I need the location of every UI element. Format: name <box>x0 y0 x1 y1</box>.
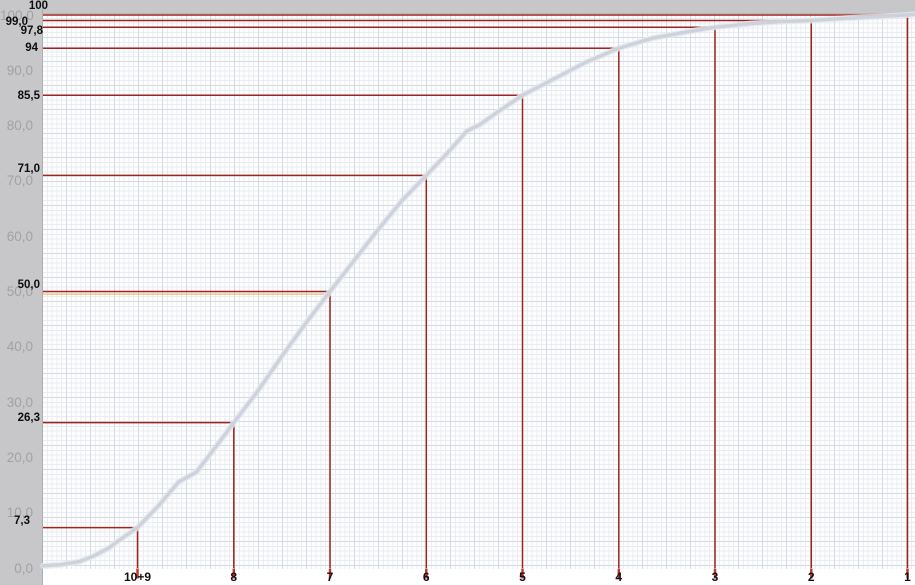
x-axis-band <box>43 569 915 585</box>
annotation-guide-line <box>43 26 716 568</box>
annotation-guide-line <box>43 94 524 568</box>
annotation-guide-line <box>43 421 235 568</box>
annotation-guide-line <box>43 290 331 568</box>
annotation-guide-line <box>43 47 620 568</box>
cumulative-curve-halo <box>40 11 915 569</box>
annotation-guide-line <box>43 174 428 568</box>
cumulative-curve <box>41 12 915 568</box>
y-axis-band <box>0 0 43 585</box>
top-margin-band <box>0 0 915 14</box>
